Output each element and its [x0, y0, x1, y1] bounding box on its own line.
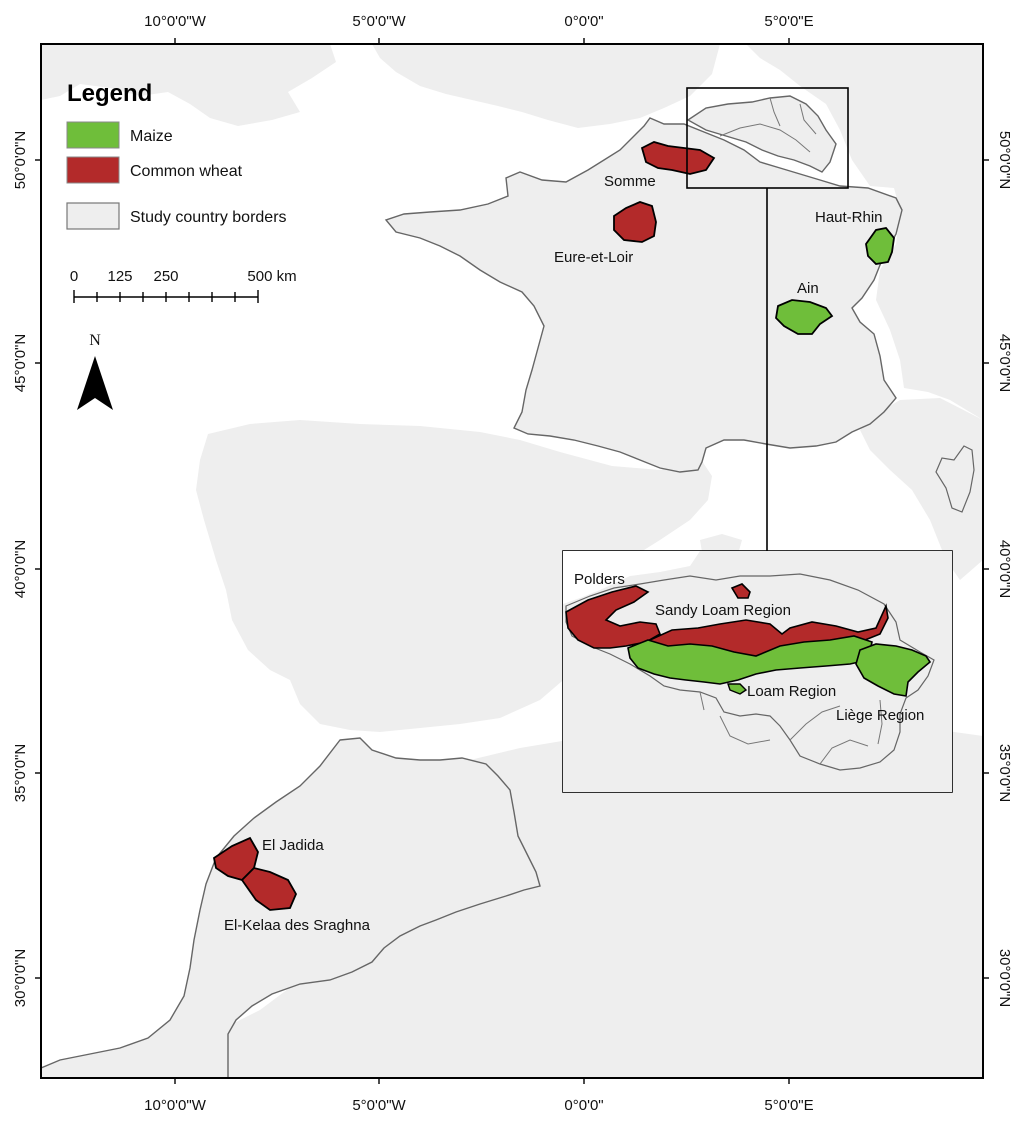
label-haut-rhin: Haut-Rhin	[815, 209, 883, 226]
legend-label-maize: Maize	[130, 128, 173, 145]
label-somme: Somme	[604, 173, 656, 190]
country-france	[384, 117, 903, 473]
land-britain-south	[372, 44, 720, 128]
inset-loam-tail	[727, 683, 748, 695]
top-tick-label: 5°0'0"W	[352, 13, 406, 30]
north-label: N	[89, 332, 101, 349]
left-tick-label: 45°0'0"N	[12, 334, 29, 392]
bottom-tick-label: 5°0'0"E	[764, 1097, 813, 1114]
region-el-kelaa	[240, 867, 298, 911]
region-haut-rhin	[865, 227, 895, 265]
inset-map	[562, 550, 953, 793]
inset-internal-borders	[699, 691, 883, 765]
region-somme	[640, 141, 716, 175]
scale-label: 0	[70, 268, 78, 285]
tick-marks	[35, 38, 989, 1084]
label-ain: Ain	[797, 280, 819, 297]
label-el-jadida: El Jadida	[262, 837, 324, 854]
legend-title: Legend	[67, 80, 152, 107]
inset-polders	[565, 585, 662, 649]
frame-border	[40, 43, 984, 1079]
land-corsica	[935, 445, 975, 513]
top-tick-label: 10°0'0"W	[144, 13, 207, 30]
scale-bar: 0 125 250 500 km	[70, 268, 297, 303]
label-eure-et-loir: Eure-et-Loir	[554, 249, 633, 266]
legend-label-borders: Study country borders	[130, 209, 287, 226]
north-arrow: N	[77, 332, 113, 410]
legend-swatch-borders	[66, 202, 120, 230]
right-tick-label: 40°0'0"N	[996, 540, 1013, 598]
inset-liege	[855, 643, 932, 697]
legend-swatch-wheat	[66, 156, 120, 184]
region-ain	[775, 299, 834, 335]
bottom-tick-label: 10°0'0"W	[144, 1097, 207, 1114]
left-tick-label: 30°0'0"N	[12, 949, 29, 1007]
inset-polders-east	[730, 583, 751, 599]
land-north-africa	[41, 714, 983, 1078]
label-liege: Liège Region	[836, 707, 924, 724]
bottom-tick-label: 0°0'0"	[564, 1097, 603, 1114]
legend-label-wheat: Common wheat	[130, 163, 243, 180]
top-tick-label: 5°0'0"E	[764, 13, 813, 30]
left-tick-label: 35°0'0"N	[12, 744, 29, 802]
land-germany	[746, 44, 983, 420]
scale-label: 125	[107, 268, 132, 285]
region-eure-et-loir	[613, 201, 657, 243]
bottom-tick-label: 5°0'0"W	[352, 1097, 406, 1114]
basemap-layer	[41, 44, 983, 1078]
label-loam: Loam Region	[747, 683, 836, 700]
left-tick-label: 50°0'0"N	[12, 131, 29, 189]
right-tick-label: 35°0'0"N	[996, 744, 1013, 802]
label-sandy-loam: Sandy Loam Region	[655, 602, 791, 619]
right-tick-label: 50°0'0"N	[996, 131, 1013, 189]
left-tick-label: 40°0'0"N	[12, 540, 29, 598]
legend: Legend Maize Common wheat Study country …	[66, 80, 287, 230]
country-belgium	[686, 95, 837, 173]
top-tick-label: 0°0'0"	[564, 13, 603, 30]
right-tick-label: 30°0'0"N	[996, 949, 1013, 1007]
inset-loam	[627, 635, 873, 685]
land-italy	[860, 398, 983, 580]
label-el-kelaa: El-Kelaa des Sraghna	[224, 917, 371, 934]
right-tick-label: 45°0'0"N	[996, 334, 1013, 392]
belgium-internal-borders	[719, 97, 817, 153]
scale-label: 250	[153, 268, 178, 285]
scale-label: 500 km	[247, 268, 296, 285]
inset-sea	[563, 551, 700, 604]
label-polders: Polders	[574, 571, 625, 588]
land-britain	[41, 44, 336, 126]
legend-swatch-maize	[66, 121, 120, 149]
north-arrow-icon	[77, 356, 113, 410]
